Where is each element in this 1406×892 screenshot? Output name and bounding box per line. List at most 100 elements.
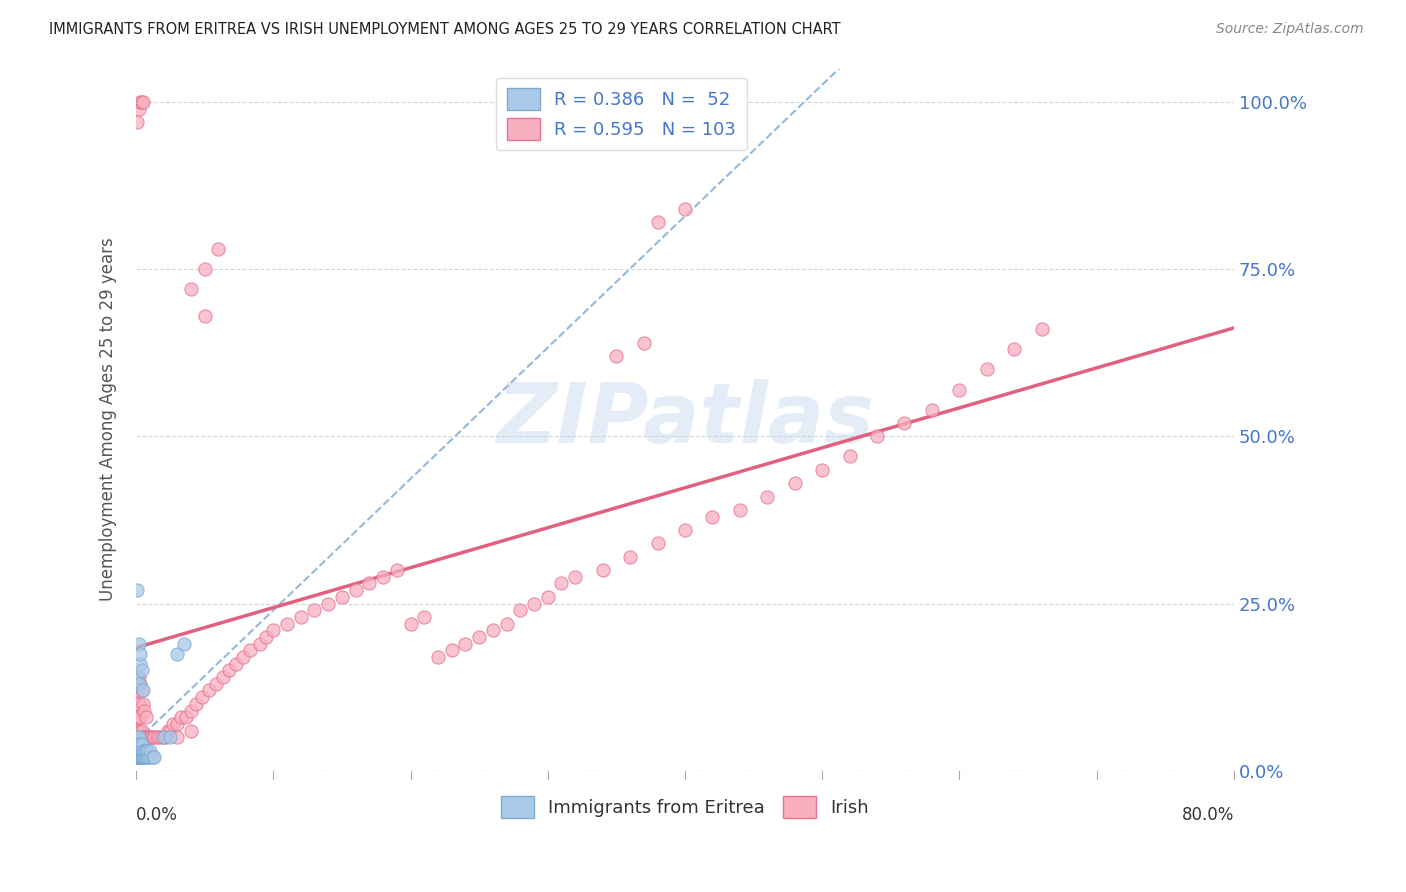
Point xyxy=(128,744,150,758)
Point xyxy=(131,750,153,764)
Point xyxy=(128,677,150,691)
Point xyxy=(128,750,150,764)
Point xyxy=(1031,322,1053,336)
Point xyxy=(426,650,449,665)
Text: ZIPatlas: ZIPatlas xyxy=(496,379,875,460)
Point xyxy=(127,744,149,758)
Point xyxy=(131,664,153,678)
Point xyxy=(129,750,152,764)
Point xyxy=(132,744,155,758)
Point xyxy=(359,576,381,591)
Point xyxy=(152,731,174,745)
Point xyxy=(166,647,188,661)
Point xyxy=(330,590,353,604)
Point xyxy=(344,583,367,598)
Point xyxy=(128,697,150,711)
Point xyxy=(128,710,150,724)
Point xyxy=(482,624,505,638)
Point xyxy=(262,624,284,638)
Point xyxy=(127,670,149,684)
Point xyxy=(385,563,408,577)
Point xyxy=(148,731,170,745)
Point xyxy=(756,490,779,504)
Point xyxy=(136,744,159,758)
Point xyxy=(174,710,197,724)
Point xyxy=(647,536,669,550)
Point xyxy=(134,744,156,758)
Point xyxy=(138,750,160,764)
Point xyxy=(132,750,155,764)
Point xyxy=(127,115,149,129)
Point xyxy=(127,710,149,724)
Point xyxy=(129,95,152,109)
Point xyxy=(468,630,491,644)
Point xyxy=(156,723,179,738)
Point xyxy=(142,750,165,764)
Point xyxy=(290,610,312,624)
Point xyxy=(135,710,157,724)
Point xyxy=(127,750,149,764)
Point xyxy=(142,731,165,745)
Point xyxy=(129,737,152,751)
Point xyxy=(131,723,153,738)
Point xyxy=(127,583,149,598)
Point xyxy=(127,744,149,758)
Point xyxy=(249,637,271,651)
Point xyxy=(127,731,149,745)
Point xyxy=(371,570,394,584)
Point xyxy=(142,750,165,764)
Point xyxy=(136,731,159,745)
Point xyxy=(454,637,477,651)
Point xyxy=(128,750,150,764)
Point xyxy=(127,723,149,738)
Point xyxy=(131,95,153,109)
Point xyxy=(129,750,152,764)
Point xyxy=(128,637,150,651)
Point xyxy=(159,723,181,738)
Point xyxy=(150,731,173,745)
Point xyxy=(129,677,152,691)
Point xyxy=(129,723,152,738)
Point xyxy=(129,647,152,661)
Point xyxy=(131,683,153,698)
Text: IMMIGRANTS FROM ERITREA VS IRISH UNEMPLOYMENT AMONG AGES 25 TO 29 YEARS CORRELAT: IMMIGRANTS FROM ERITREA VS IRISH UNEMPLO… xyxy=(49,22,841,37)
Point xyxy=(191,690,214,705)
Point xyxy=(127,744,149,758)
Point xyxy=(948,383,970,397)
Point xyxy=(135,744,157,758)
Point xyxy=(304,603,326,617)
Point xyxy=(127,737,149,751)
Point xyxy=(131,750,153,764)
Point xyxy=(134,731,156,745)
Point xyxy=(399,616,422,631)
Point xyxy=(811,463,834,477)
Point xyxy=(127,697,149,711)
Point xyxy=(132,697,155,711)
Point xyxy=(134,704,156,718)
Point xyxy=(128,750,150,764)
Point xyxy=(173,637,195,651)
Point xyxy=(564,570,586,584)
Point xyxy=(232,650,254,665)
Point xyxy=(509,603,531,617)
Point xyxy=(702,509,724,524)
Point xyxy=(194,262,217,277)
Point xyxy=(128,744,150,758)
Point xyxy=(225,657,247,671)
Point xyxy=(866,429,889,443)
Point xyxy=(166,717,188,731)
Point xyxy=(128,750,150,764)
Point xyxy=(256,630,278,644)
Point xyxy=(537,590,560,604)
Y-axis label: Unemployment Among Ages 25 to 29 years: Unemployment Among Ages 25 to 29 years xyxy=(100,238,117,601)
Point xyxy=(180,723,202,738)
Point xyxy=(783,476,806,491)
Point xyxy=(198,683,221,698)
Point xyxy=(127,683,149,698)
Point xyxy=(127,750,149,764)
Point xyxy=(131,750,153,764)
Point xyxy=(129,750,152,764)
Point xyxy=(141,731,163,745)
Point xyxy=(166,731,188,745)
Point xyxy=(180,704,202,718)
